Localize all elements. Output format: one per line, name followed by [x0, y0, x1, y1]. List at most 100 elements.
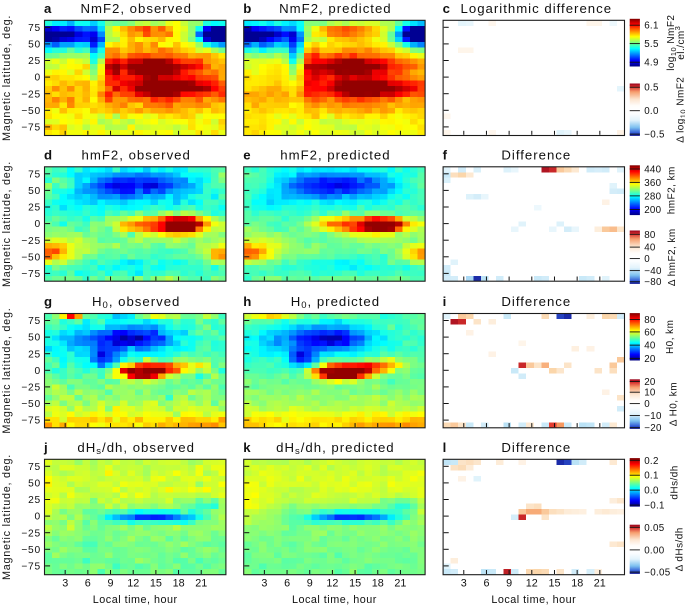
svg-text:Difference: Difference	[501, 440, 571, 455]
svg-text:Magnetic latitude, deg.: Magnetic latitude, deg.	[1, 15, 13, 141]
svg-text:3: 3	[62, 578, 68, 590]
svg-text:h: h	[243, 294, 251, 309]
svg-text:−25: −25	[21, 528, 41, 539]
svg-text:40: 40	[644, 341, 656, 352]
svg-text:Local time, hour: Local time, hour	[491, 594, 576, 606]
svg-text:0.0: 0.0	[644, 486, 659, 497]
svg-text:6: 6	[85, 578, 91, 590]
svg-text:25: 25	[28, 56, 41, 67]
svg-text:0: 0	[35, 366, 41, 377]
svg-text:200: 200	[644, 205, 661, 216]
svg-text:21: 21	[195, 578, 207, 590]
svg-text:Local time, hour: Local time, hour	[292, 594, 377, 606]
svg-text:50: 50	[28, 333, 41, 344]
svg-text:Logarithmic difference: Logarithmic difference	[461, 1, 613, 16]
svg-text:0.2: 0.2	[644, 456, 659, 467]
svg-text:4.9: 4.9	[644, 58, 659, 69]
svg-text:−25: −25	[21, 236, 41, 247]
svg-text:25: 25	[28, 349, 41, 360]
svg-text:−50: −50	[21, 106, 41, 117]
svg-text:12: 12	[326, 578, 338, 590]
svg-text:l: l	[443, 440, 447, 455]
svg-text:20: 20	[644, 354, 656, 365]
svg-text:18: 18	[372, 578, 384, 590]
svg-text:Local time, hour: Local time, hour	[93, 594, 178, 606]
svg-text:0.00: 0.00	[644, 545, 665, 556]
svg-text:−0.1: −0.1	[644, 501, 665, 512]
svg-text:−50: −50	[21, 399, 41, 410]
svg-text:3: 3	[261, 578, 267, 590]
svg-text:−75: −75	[21, 269, 41, 280]
svg-text:3: 3	[461, 578, 467, 590]
svg-text:−0.05: −0.05	[644, 568, 671, 579]
svg-text:12: 12	[526, 578, 538, 590]
svg-text:j: j	[43, 440, 48, 455]
svg-text:g: g	[44, 294, 52, 309]
svg-text:25: 25	[28, 495, 41, 506]
svg-text:15: 15	[150, 578, 162, 590]
svg-text:9: 9	[107, 578, 113, 590]
svg-text:40: 40	[644, 243, 656, 254]
svg-text:0: 0	[644, 399, 650, 410]
svg-text:a: a	[44, 1, 52, 16]
svg-text:6.1: 6.1	[644, 21, 659, 32]
svg-text:−75: −75	[21, 123, 41, 134]
svg-text:5.5: 5.5	[644, 39, 659, 50]
svg-text:6: 6	[284, 578, 290, 590]
svg-text:20: 20	[644, 377, 656, 388]
svg-text:12: 12	[127, 578, 139, 590]
svg-text:Difference: Difference	[501, 294, 571, 309]
svg-text:80: 80	[644, 230, 656, 241]
svg-text:Difference: Difference	[501, 148, 571, 163]
svg-text:Magnetic latitude, deg.: Magnetic latitude, deg.	[1, 308, 13, 434]
svg-text:e: e	[243, 148, 250, 163]
svg-text:hmF2, km: hmF2, km	[667, 166, 678, 214]
svg-text:−25: −25	[21, 383, 41, 394]
svg-text:75: 75	[28, 316, 41, 327]
svg-text:Δ H0, km: Δ H0, km	[669, 382, 680, 426]
svg-text:−75: −75	[21, 416, 41, 427]
svg-text:9: 9	[307, 578, 313, 590]
svg-text:i: i	[443, 294, 447, 309]
svg-text:60: 60	[644, 327, 656, 338]
svg-text:0.0: 0.0	[644, 106, 659, 117]
svg-text:b: b	[243, 1, 251, 16]
svg-text:hmF2, predicted: hmF2, predicted	[280, 148, 390, 163]
svg-text:440: 440	[644, 165, 661, 176]
svg-text:Δ log10 NmF2: Δ log10 NmF2	[676, 77, 685, 143]
svg-text:18: 18	[173, 578, 185, 590]
svg-text:75: 75	[28, 23, 41, 34]
svg-text:21: 21	[394, 578, 406, 590]
svg-text:0.1: 0.1	[644, 471, 659, 482]
svg-text:f: f	[443, 148, 448, 163]
svg-text:hmF2, observed: hmF2, observed	[82, 148, 191, 163]
svg-text:−75: −75	[21, 562, 41, 573]
svg-text:18: 18	[571, 578, 583, 590]
svg-text:50: 50	[28, 479, 41, 490]
svg-text:−10: −10	[644, 411, 662, 422]
svg-text:NmF2, observed: NmF2, observed	[80, 1, 191, 16]
svg-text:80: 80	[644, 315, 656, 326]
svg-text:−50: −50	[21, 252, 41, 263]
svg-text:−50: −50	[21, 545, 41, 556]
svg-text:k: k	[243, 440, 251, 455]
svg-text:Δ dHs/dh: Δ dHs/dh	[675, 527, 685, 571]
svg-text:H0, km: H0, km	[665, 320, 676, 354]
svg-text:360: 360	[644, 178, 661, 189]
svg-text:dHs/dh, observed: dHs/dh, observed	[77, 440, 195, 457]
svg-text:−0.5: −0.5	[644, 130, 665, 141]
svg-text:d: d	[44, 148, 52, 163]
svg-text:15: 15	[349, 578, 361, 590]
svg-text:9: 9	[506, 578, 512, 590]
svg-text:280: 280	[644, 191, 661, 202]
svg-text:c: c	[443, 1, 450, 16]
svg-text:−25: −25	[21, 89, 41, 100]
svg-text:25: 25	[28, 203, 41, 214]
svg-text:Magnetic latitude, deg.: Magnetic latitude, deg.	[1, 161, 13, 287]
svg-text:NmF2, predicted: NmF2, predicted	[279, 1, 391, 16]
svg-text:0.05: 0.05	[644, 523, 665, 534]
svg-text:0: 0	[35, 73, 41, 84]
svg-text:0: 0	[35, 512, 41, 523]
svg-text:−40: −40	[644, 266, 662, 277]
svg-text:75: 75	[28, 169, 41, 180]
